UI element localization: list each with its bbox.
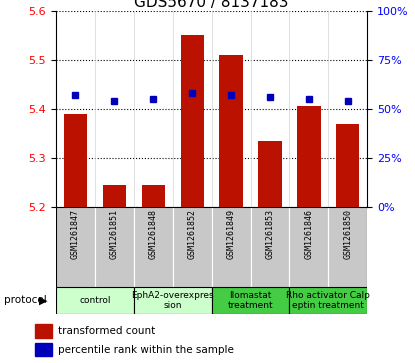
Text: GSM1261850: GSM1261850 <box>343 209 352 259</box>
Bar <box>142 185 165 207</box>
Bar <box>220 55 243 207</box>
FancyBboxPatch shape <box>56 287 134 314</box>
Bar <box>64 114 87 207</box>
Text: Ilomastat
treatment: Ilomastat treatment <box>228 291 273 310</box>
Text: Rho activator Calp
eptin treatment: Rho activator Calp eptin treatment <box>286 291 370 310</box>
Title: GDS5670 / 8137183: GDS5670 / 8137183 <box>134 0 289 10</box>
Text: protocol: protocol <box>4 295 47 305</box>
Bar <box>258 141 282 207</box>
FancyBboxPatch shape <box>95 207 134 287</box>
Text: GSM1261847: GSM1261847 <box>71 209 80 259</box>
FancyBboxPatch shape <box>328 207 367 287</box>
FancyBboxPatch shape <box>56 207 95 287</box>
Text: percentile rank within the sample: percentile rank within the sample <box>58 345 234 355</box>
Bar <box>35 343 52 356</box>
Text: GSM1261846: GSM1261846 <box>305 209 313 259</box>
FancyBboxPatch shape <box>212 207 251 287</box>
Text: ▶: ▶ <box>39 295 48 305</box>
FancyBboxPatch shape <box>289 287 367 314</box>
Bar <box>181 35 204 207</box>
Bar <box>336 123 359 207</box>
Text: GSM1261848: GSM1261848 <box>149 209 158 259</box>
Bar <box>297 106 320 207</box>
Text: GSM1261851: GSM1261851 <box>110 209 119 259</box>
Text: control: control <box>79 296 111 305</box>
Text: GSM1261853: GSM1261853 <box>266 209 274 259</box>
Bar <box>35 324 52 338</box>
Bar <box>103 185 126 207</box>
Text: GSM1261849: GSM1261849 <box>227 209 236 259</box>
Text: transformed count: transformed count <box>58 326 155 336</box>
FancyBboxPatch shape <box>212 287 289 314</box>
FancyBboxPatch shape <box>251 207 289 287</box>
Text: GSM1261852: GSM1261852 <box>188 209 197 259</box>
FancyBboxPatch shape <box>289 207 328 287</box>
FancyBboxPatch shape <box>173 207 212 287</box>
FancyBboxPatch shape <box>134 207 173 287</box>
FancyBboxPatch shape <box>134 287 212 314</box>
Text: EphA2-overexpres
sion: EphA2-overexpres sion <box>132 291 214 310</box>
